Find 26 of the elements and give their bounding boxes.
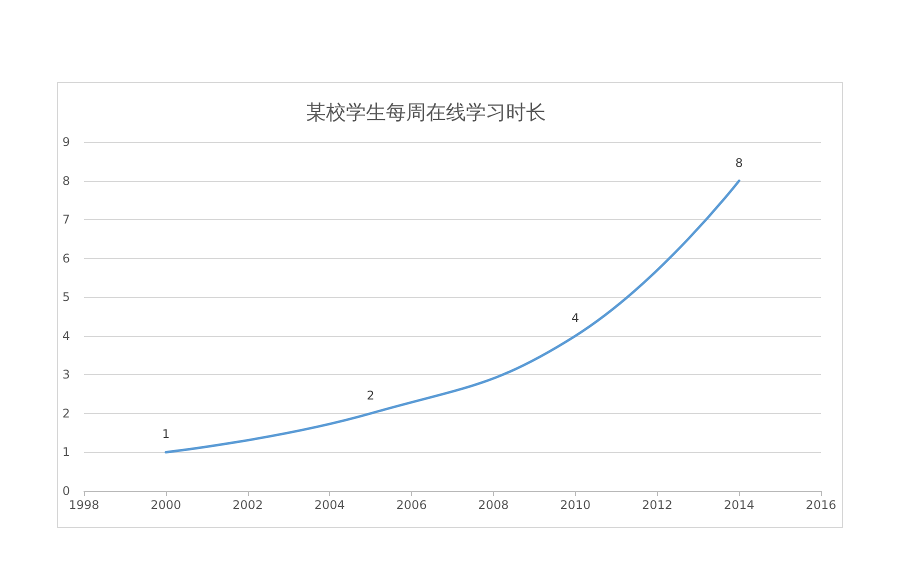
- line-series: [164, 180, 740, 454]
- data-label: 1: [162, 427, 170, 442]
- data-label: 4: [572, 310, 580, 325]
- y-tick-label: 9: [62, 135, 70, 149]
- y-tick-label: 6: [62, 251, 70, 266]
- x-tick-label: 2004: [314, 498, 345, 512]
- y-tick-label: 4: [62, 328, 70, 343]
- chart-title: 某校学生每周在线学习时长: [306, 100, 546, 124]
- x-tick-label: 2006: [396, 498, 427, 512]
- x-tick-label: 2016: [806, 498, 836, 512]
- y-tick-label: 1: [62, 445, 70, 460]
- x-tick-label: 2012: [642, 498, 672, 512]
- data-label: 2: [366, 388, 374, 402]
- x-tick-label: 2010: [560, 498, 591, 512]
- x-tick-label: 2008: [478, 498, 509, 512]
- x-tick-label: 2002: [232, 498, 264, 512]
- y-tick-label: 0: [62, 484, 70, 498]
- x-tick-label: 1998: [68, 498, 100, 512]
- y-tick-label: 5: [62, 290, 70, 304]
- y-tick-label: 8: [62, 174, 70, 188]
- x-tick-label: 2000: [150, 498, 182, 512]
- y-tick-label: 7: [62, 212, 70, 227]
- y-tick-label: 2: [62, 406, 70, 420]
- data-label: 8: [735, 156, 743, 170]
- y-tick-label: 3: [62, 368, 70, 382]
- x-tick-label: 2014: [724, 498, 754, 512]
